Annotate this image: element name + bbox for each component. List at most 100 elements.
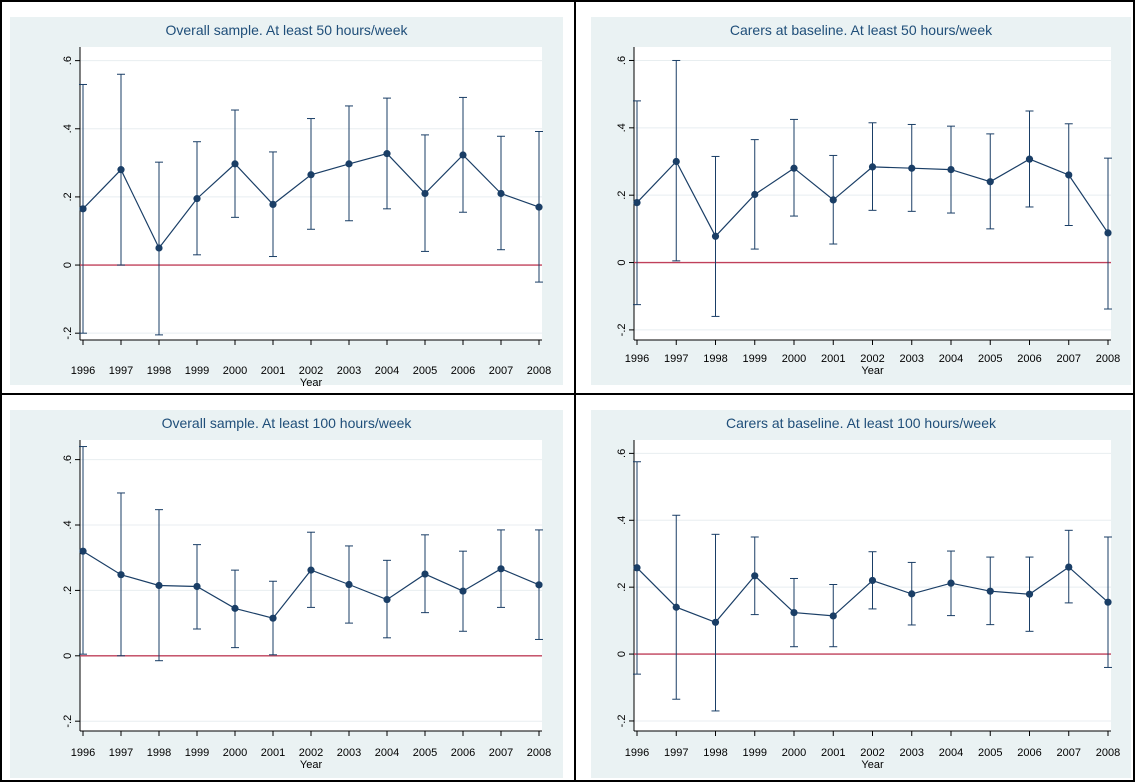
panel-carers-50h: -.2 0 .2 .4 .6 1996 1997 1998 1999 2000 2001 2002 20…	[574, 0, 1135, 395]
x-tick-label: 2000	[223, 365, 247, 377]
x-tick-label: 2001	[821, 747, 845, 759]
data-point	[535, 203, 543, 211]
x-tick-label: 2008	[1096, 353, 1120, 365]
x-tick-label: 1998	[147, 365, 171, 377]
x-tick-label: 2008	[527, 365, 551, 377]
x-tick-label: 2002	[860, 353, 884, 365]
data-point	[1104, 229, 1112, 237]
x-tick-label: 1997	[109, 365, 133, 377]
data-point	[155, 581, 163, 590]
data-point	[868, 576, 877, 585]
y-tick-label: .6	[616, 449, 628, 458]
x-axis-title: Year	[861, 759, 884, 771]
chart-svg: -.2 0 .2 .4 .6 1996 1997 1998 1999 2000 2001 2002 20…	[591, 410, 1131, 778]
x-tick-label: 2003	[337, 747, 361, 759]
y-tick-label: .2	[62, 192, 74, 201]
data-point	[421, 189, 429, 198]
x-tick-label: 1996	[71, 365, 95, 377]
x-tick-label: 2000	[782, 353, 806, 365]
x-tick-label: 2007	[1057, 353, 1081, 365]
x-tick-label: 2001	[821, 353, 845, 365]
x-tick-label: 2007	[1057, 747, 1081, 759]
x-tick-label: 2003	[337, 365, 361, 377]
x-tick-label: 2004	[375, 747, 399, 759]
data-point	[829, 196, 837, 204]
y-tick-label: .2	[616, 191, 628, 200]
panel-overall-100h: -.2 0 .2 .4 .6 1996 1997 1998 1999 2000 2001 2002 20…	[0, 393, 576, 782]
x-tick-label: 2005	[978, 747, 1002, 759]
x-tick-label: 2008	[1096, 747, 1120, 759]
data-point	[459, 151, 467, 159]
data-point	[79, 205, 87, 213]
x-tick-label: 1997	[109, 747, 133, 759]
x-tick-label: 2004	[939, 747, 963, 759]
y-tick-label: .4	[62, 520, 74, 529]
data-point	[790, 608, 798, 617]
x-tick-label: 2001	[261, 747, 285, 759]
data-point	[711, 618, 720, 626]
chart-title: Overall sample. At least 50 hours/week	[165, 22, 408, 38]
panel-carers-100h: -.2 0 .2 .4 .6 1996 1997 1998 1999 2000 2001 2002 20…	[574, 393, 1135, 782]
data-point	[307, 171, 315, 179]
data-point	[986, 178, 994, 186]
data-point	[269, 614, 277, 622]
data-point	[497, 565, 505, 573]
y-tick-label: .6	[62, 455, 74, 464]
data-point	[459, 587, 467, 595]
x-tick-label: 2000	[223, 747, 247, 759]
x-tick-label: 2003	[900, 353, 924, 365]
data-point	[1065, 171, 1073, 179]
x-tick-label: 1997	[664, 747, 688, 759]
x-tick-label: 2005	[413, 365, 437, 377]
data-point	[193, 195, 201, 203]
data-point	[231, 604, 239, 612]
y-tick-label: 0	[616, 259, 628, 265]
x-tick-label: 1997	[664, 353, 688, 365]
y-tick-label: -.2	[616, 323, 628, 336]
x-tick-label: 1998	[703, 747, 727, 759]
x-tick-label: 2001	[261, 365, 285, 377]
data-point	[307, 566, 315, 574]
x-tick-label: 1999	[185, 365, 209, 377]
data-point	[1104, 598, 1112, 606]
data-point	[672, 603, 680, 611]
y-tick-label: 0	[62, 653, 74, 659]
y-tick-label: -.2	[62, 327, 74, 340]
x-tick-label: 1996	[71, 747, 95, 759]
y-tick-label: -.2	[62, 715, 74, 728]
data-point	[1065, 563, 1073, 571]
data-point	[1025, 590, 1034, 598]
data-point	[633, 564, 641, 572]
data-point	[155, 244, 163, 252]
data-point	[117, 166, 125, 174]
x-tick-label: 1998	[703, 353, 727, 365]
x-tick-label: 2003	[900, 747, 924, 759]
x-tick-label: 2006	[1017, 353, 1041, 365]
chart-svg: -.2 0 .2 .4 .6 1996 1997 1998 1999 2000 2001 2002 20…	[10, 17, 563, 389]
x-tick-label: 1998	[147, 747, 171, 759]
data-point	[790, 164, 798, 172]
data-point	[269, 200, 277, 209]
data-point	[908, 164, 916, 172]
x-tick-label: 1996	[625, 353, 649, 365]
x-tick-label: 2005	[413, 747, 437, 759]
x-tick-label: 2007	[489, 365, 513, 377]
data-point	[117, 571, 125, 579]
data-point	[711, 232, 720, 240]
chart-svg: -.2 0 .2 .4 .6 1996 1997 1998 1999 2000 2001 2002 20…	[10, 410, 563, 778]
panel-overall-50h: -.2 0 .2 .4 .6 1996 1997 1998 1999 2000 2001 2002 20…	[0, 0, 576, 395]
y-tick-label: .2	[62, 586, 74, 595]
chart-title: Carers at baseline. At least 100 hours/w…	[726, 415, 997, 431]
y-tick-label: .6	[62, 56, 74, 65]
data-point	[345, 580, 353, 589]
data-point	[947, 579, 955, 587]
data-point	[868, 163, 877, 171]
y-tick-label: .4	[62, 124, 74, 133]
data-point	[193, 582, 201, 591]
data-point	[231, 160, 239, 168]
x-tick-label: 2004	[939, 353, 963, 365]
chart-title: Carers at baseline. At least 50 hours/we…	[730, 22, 993, 38]
data-point	[908, 590, 916, 598]
data-point	[535, 581, 543, 589]
